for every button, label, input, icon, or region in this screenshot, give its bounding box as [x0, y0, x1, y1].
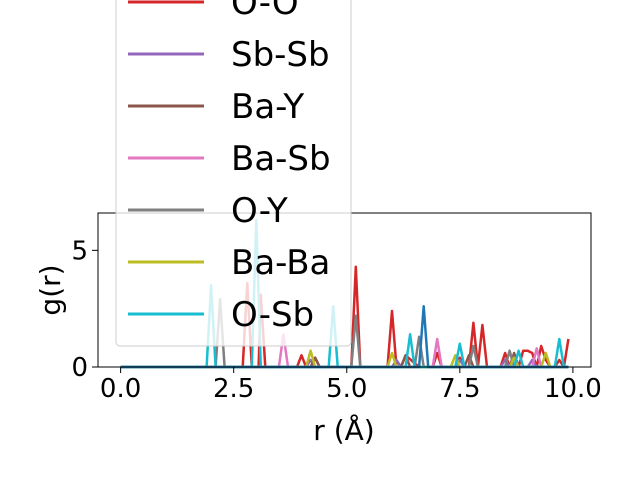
legend-label: Sb-Sb — [231, 35, 330, 75]
x-tick-label: 10.0 — [544, 374, 602, 404]
legend: O-O Sb-Sb Ba-Y Ba-Sb O-Y Ba-Ba O-Sb — [115, 0, 352, 347]
x-tick-label: 5.0 — [326, 374, 367, 404]
legend-label: O-Sb — [231, 295, 314, 335]
x-tick-label: 0.0 — [100, 374, 141, 404]
legend-label: O-O — [231, 0, 299, 23]
y-axis-ticks: 05 — [71, 236, 98, 383]
legend-label: O-Y — [231, 191, 288, 231]
legend-label: Ba-Ba — [231, 243, 330, 283]
y-axis-label: g(r) — [34, 264, 67, 315]
x-axis-label: r (Å) — [313, 413, 374, 447]
x-tick-label: 2.5 — [213, 374, 254, 404]
legend-entries: O-O Sb-Sb Ba-Y Ba-Sb O-Y Ba-Ba O-Sb — [128, 0, 331, 335]
legend-frame — [115, 0, 352, 347]
x-tick-label: 7.5 — [439, 374, 480, 404]
legend-label: Ba-Y — [231, 87, 304, 127]
legend-label: Ba-Sb — [231, 139, 331, 179]
x-axis-ticks: 0.0 2.5 5.0 7.5 10.0 — [100, 367, 602, 404]
series-line-ba-ba — [120, 349, 569, 369]
y-tick-label: 0 — [71, 353, 88, 383]
y-tick-label: 5 — [71, 236, 88, 266]
